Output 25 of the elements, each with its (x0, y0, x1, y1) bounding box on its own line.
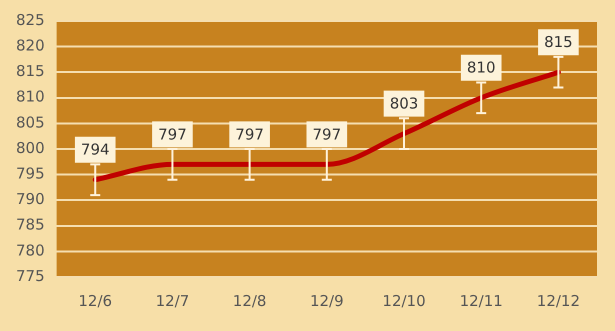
data-label: 797 (158, 125, 187, 144)
data-label: 810 (466, 58, 496, 77)
y-tick-label: 800 (16, 138, 45, 157)
data-label: 803 (390, 94, 418, 113)
y-tick-label: 790 (16, 190, 45, 208)
y-tick-label: 775 (16, 266, 45, 285)
x-tick-label: 12/8 (232, 292, 266, 310)
y-tick-label: 815 (16, 62, 45, 80)
y-tick-label: 780 (16, 241, 45, 260)
y-tick-label: 805 (16, 113, 45, 132)
y-tick-label: 820 (16, 36, 45, 54)
x-tick-label: 12/9 (310, 292, 344, 310)
y-tick-label: 810 (16, 88, 45, 106)
data-label: 794 (80, 140, 110, 159)
x-tick-label: 12/6 (78, 292, 112, 310)
data-label: 797 (235, 125, 264, 144)
data-label: 815 (544, 33, 573, 52)
y-tick-label: 785 (16, 216, 45, 234)
data-label: 797 (312, 125, 342, 144)
x-tick-label: 12/12 (536, 292, 580, 310)
x-tick-label: 12/11 (460, 292, 503, 310)
y-tick-label: 795 (16, 164, 45, 182)
x-tick-label: 12/10 (382, 292, 426, 310)
x-tick-label: 12/7 (156, 292, 190, 310)
y-tick-label: 825 (16, 10, 45, 29)
